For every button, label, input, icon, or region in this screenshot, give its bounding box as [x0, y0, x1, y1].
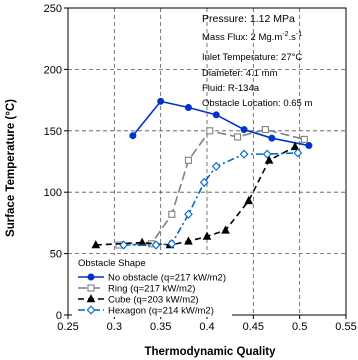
y-tick-label: 0: [56, 310, 62, 322]
data-point: [234, 133, 242, 141]
legend-item: Ring (q=217 kW/m2): [78, 284, 195, 295]
y-tick-label: 250: [44, 3, 62, 15]
series-2: [91, 141, 300, 249]
data-point: [211, 161, 221, 172]
info-diameter: Diameter: 4.1 mm: [202, 68, 278, 79]
data-point: [199, 177, 209, 187]
legend-items: No obstacle (q=217 kW/m2)Ring (q=217 kW/…: [78, 273, 226, 317]
legend-label: No obstacle (q=217 kW/m2): [108, 273, 226, 284]
data-point: [268, 134, 276, 142]
info-mass-flux-sup2: -1: [296, 31, 302, 38]
data-point: [262, 149, 272, 159]
x-axis-title: Thermodynamic Quality: [144, 346, 276, 358]
conditions-annotation: Pressure: 1.12 MPa Mass Flux: 2 Mg.m-2.s…: [202, 13, 312, 109]
legend-item: Cube (q=203 kW/m2): [78, 294, 199, 306]
info-mass-flux-mid: .s: [288, 32, 296, 43]
series-3: [119, 148, 303, 250]
legend-item: No obstacle (q=217 kW/m2): [78, 273, 226, 284]
data-point: [91, 240, 101, 249]
data-point: [240, 126, 248, 134]
legend-swatch-marker: [86, 305, 96, 315]
data-point: [264, 155, 274, 164]
series-1: [115, 126, 308, 249]
info-mass-flux-sup1: -2: [282, 31, 288, 38]
x-tick-label: 0.45: [243, 321, 264, 333]
series-line: [118, 128, 305, 246]
data-point: [184, 103, 192, 111]
axis-ticks: 0.25 0.3 0.35 0.4 0.45 0.5 0.55 0 50 100 150 200 250: [44, 3, 357, 333]
x-tick-label: 0.55: [335, 321, 356, 333]
data-point: [119, 240, 128, 250]
data-point: [305, 142, 313, 150]
legend-background: [72, 255, 232, 317]
series-line: [123, 152, 298, 246]
info-pressure: Pressure: 1.12 MPa: [202, 13, 295, 25]
y-axis-title: Surface Temperature (°C): [5, 99, 17, 237]
data-point: [184, 209, 193, 219]
data-point: [244, 195, 254, 205]
x-tick-label: 0.25: [57, 321, 78, 333]
data-point: [239, 149, 249, 159]
x-tick-label: 0.5: [292, 321, 307, 333]
data-point: [293, 148, 303, 158]
legend-swatch-marker: [86, 294, 96, 303]
data-point: [261, 126, 269, 134]
legend-label: Ring (q=217 kW/m2): [108, 284, 195, 295]
x-tick-label: 0.4: [199, 321, 214, 333]
data-point: [202, 231, 212, 240]
legend-label: Hexagon (q=214 kW/m2): [108, 306, 214, 317]
info-obstacle-location: Obstacle Location: 0.65 m: [202, 98, 312, 109]
data-point: [168, 210, 176, 218]
y-tick-label: 100: [44, 187, 62, 199]
x-tick-label: 0.35: [150, 321, 171, 333]
data-point: [167, 239, 177, 249]
info-fluid: Fluid: R-134a: [202, 83, 260, 94]
data-point: [129, 132, 137, 140]
data-point: [212, 111, 220, 119]
series-group: [91, 97, 313, 250]
series-0: [129, 97, 313, 150]
data-point: [300, 135, 308, 143]
legend-swatch-marker: [87, 284, 95, 292]
data-point: [184, 236, 193, 245]
legend: Obstacle Shape No obstacle (q=217 kW/m2)…: [72, 255, 232, 317]
series-line: [95, 146, 296, 246]
data-point: [157, 97, 165, 105]
y-tick-label: 200: [44, 64, 62, 76]
y-tick-label: 50: [50, 249, 62, 261]
legend-label: Cube (q=203 kW/m2): [108, 295, 199, 306]
info-mass-flux-base: Mass Flux: 2 Mg.m: [202, 32, 282, 43]
data-point: [221, 225, 230, 234]
y-tick-label: 150: [44, 126, 62, 138]
data-point: [290, 141, 300, 151]
info-inlet-temperature: Inlet Temperature: 27°C: [202, 52, 302, 63]
data-point: [184, 156, 193, 164]
legend-item: Hexagon (q=214 kW/m2): [78, 305, 214, 317]
legend-swatch-marker: [87, 273, 95, 281]
data-point: [151, 240, 161, 250]
x-tick-label: 0.3: [107, 321, 122, 333]
data-point: [206, 127, 214, 135]
info-mass-flux: Mass Flux: 2 Mg.m-2.s-1: [202, 31, 302, 43]
legend-title: Obstacle Shape: [78, 258, 146, 269]
